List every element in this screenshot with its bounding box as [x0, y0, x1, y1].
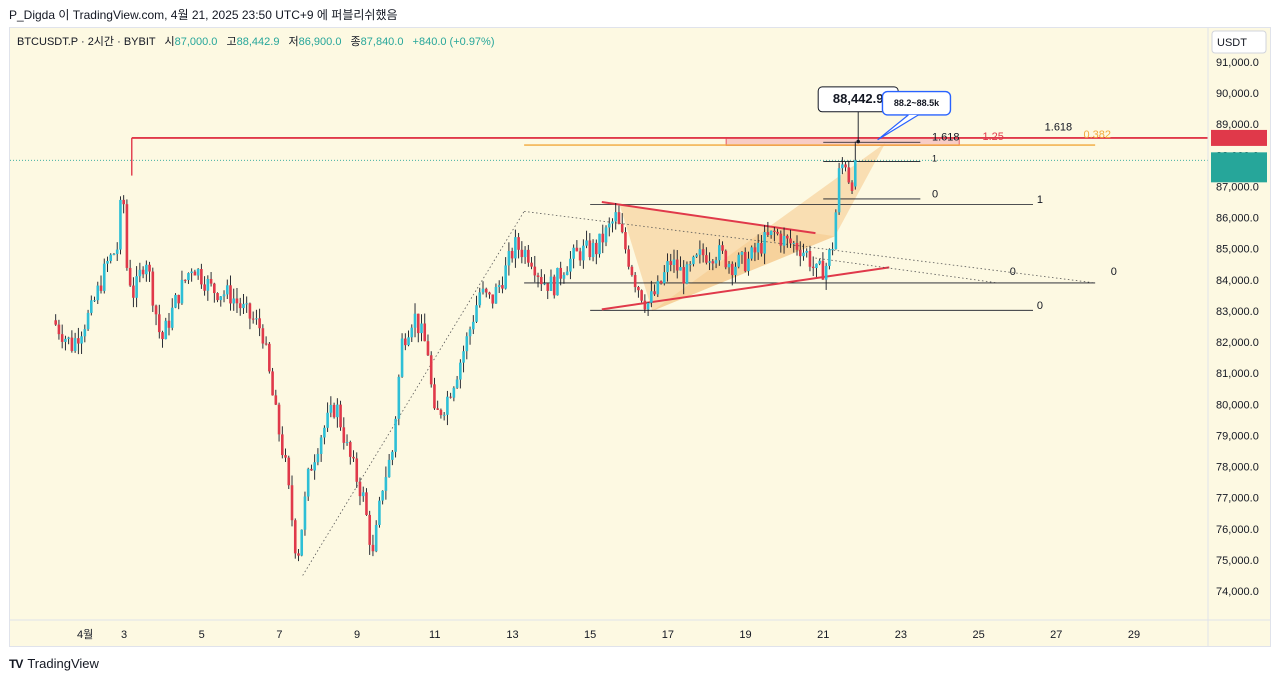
open-label: 시: [164, 36, 175, 48]
open-value: 87,000.0: [174, 36, 218, 48]
chart-legend: BTCUSDT.P · 2시간 · BYBIT 시87,000.0 고88,44…: [17, 33, 495, 49]
chart-frame: [9, 27, 1271, 647]
brand-name: TradingView: [27, 656, 99, 671]
footer-brand: TV TradingView: [9, 656, 99, 671]
high-label: 고: [226, 36, 237, 48]
tradingview-logo-icon: TV: [9, 656, 23, 671]
low-value: 86,900.0: [298, 36, 342, 48]
close-label: 종: [350, 36, 361, 48]
symbol-label[interactable]: BTCUSDT.P · 2시간 · BYBIT: [17, 36, 156, 48]
high-value: 88,442.9: [236, 36, 280, 48]
change-value: +840.0 (+0.97%): [412, 36, 495, 48]
publish-caption: P_Digda 이 TradingView.com, 4월 21, 2025 2…: [9, 8, 398, 22]
low-label: 저: [288, 36, 299, 48]
close-value: 87,840.0: [360, 36, 404, 48]
